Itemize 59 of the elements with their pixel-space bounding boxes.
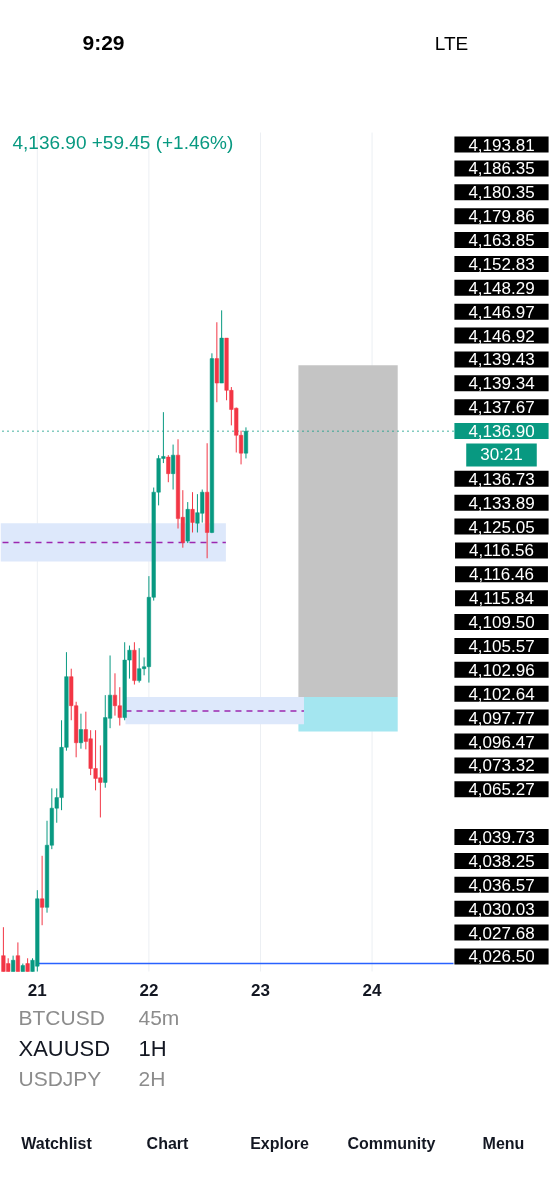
text: 4,109.50 (468, 613, 535, 633)
text: LTE (434, 33, 469, 54)
candlestick (190, 491, 195, 533)
candlestick (171, 444, 176, 491)
candlestick (40, 855, 45, 926)
text: 4,180.35 (468, 183, 535, 203)
text: 4,136.90 +59.45 (+1.46%) (12, 132, 234, 153)
text: 4,125.05 (468, 517, 535, 537)
candlestick (166, 454, 171, 483)
text: 4,179.86 (468, 207, 535, 227)
text: 4,038.25 (468, 851, 535, 871)
text: 4,102.64 (468, 684, 535, 704)
text: 4,065.27 (468, 780, 535, 800)
text: 4,148.29 (468, 278, 535, 298)
text: Menu (482, 1135, 525, 1152)
text: 4,030.03 (468, 899, 535, 919)
x-tick-label: 21 (27, 980, 47, 1000)
x-tick-label: 23 (251, 980, 270, 1000)
text: XAUUSD (18, 1036, 111, 1061)
text: 4,116.46 (469, 565, 534, 585)
text: 4,039.73 (468, 828, 535, 848)
text: 4,193.81 (468, 135, 535, 155)
text: 4,139.43 (468, 350, 535, 370)
text: 9:29 (82, 31, 125, 54)
text: Watchlist (21, 1135, 93, 1152)
text: 4,186.35 (468, 159, 535, 179)
text: 4,073.32 (468, 756, 535, 776)
x-tick-label: 24 (362, 980, 383, 1000)
text: 1H (138, 1036, 167, 1061)
candlestick (112, 672, 118, 717)
candlestick (15, 941, 20, 972)
text: BTCUSD (18, 1006, 105, 1029)
text: 4,027.68 (468, 923, 535, 943)
text: Chart (146, 1135, 190, 1152)
text: 45m (138, 1006, 180, 1029)
text: 4,115.84 (469, 589, 534, 609)
text: 4,136.90 (468, 422, 535, 442)
text: 2H (138, 1067, 166, 1090)
text: 4,102.96 (468, 660, 535, 680)
text: 4,026.50 (468, 947, 535, 967)
text: 4,097.77 (468, 708, 535, 728)
text: 30:21 (480, 445, 523, 465)
text: 4,133.89 (468, 493, 535, 513)
text: 4,105.57 (468, 636, 535, 656)
text: 4,146.92 (468, 326, 535, 346)
text: USDJPY (18, 1067, 102, 1090)
text: 4,036.57 (468, 875, 535, 895)
text: 4,096.47 (468, 732, 535, 752)
text: 4,163.85 (468, 231, 535, 251)
x-tick-label: 22 (139, 980, 159, 1000)
text: 4,137.67 (468, 398, 535, 418)
text: 4,152.83 (468, 254, 535, 274)
text: 4,146.97 (468, 302, 535, 322)
text: Explore (250, 1135, 309, 1152)
text: 4,136.73 (468, 469, 535, 489)
text: 4,116.56 (469, 541, 534, 561)
text: Community (347, 1135, 436, 1152)
candlestick (78, 713, 83, 750)
text: 4,139.34 (468, 374, 535, 394)
